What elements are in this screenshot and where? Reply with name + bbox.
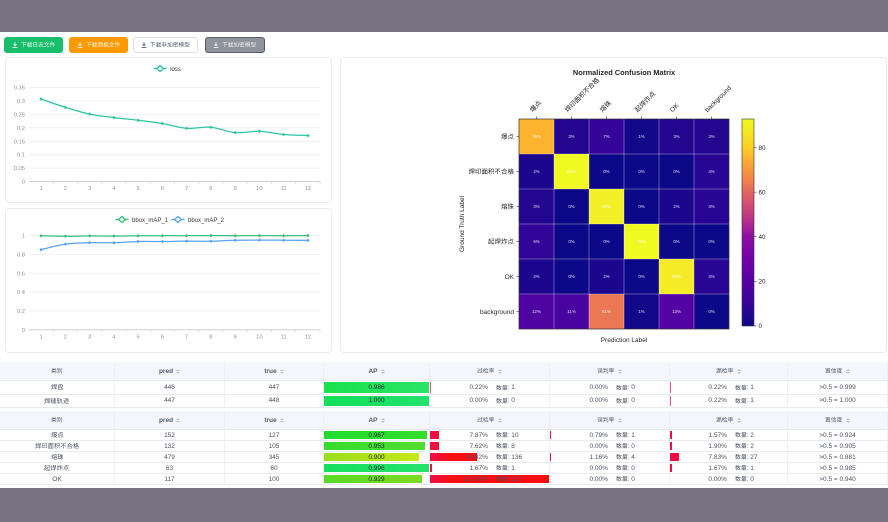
svg-text:0%: 0%: [673, 169, 679, 174]
svg-text:6: 6: [161, 334, 164, 340]
svg-text:1: 1: [40, 186, 43, 192]
svg-text:89%: 89%: [672, 274, 681, 279]
svg-text:7: 7: [185, 334, 188, 340]
svg-text:12%: 12%: [532, 309, 541, 314]
svg-text:bbox_mAP_2: bbox_mAP_2: [188, 218, 225, 224]
svg-text:6%: 6%: [533, 239, 539, 244]
svg-text:3%: 3%: [673, 134, 679, 139]
svg-text:4%: 4%: [708, 204, 714, 209]
svg-text:background: background: [480, 309, 514, 316]
svg-text:3: 3: [88, 334, 91, 340]
svg-text:60: 60: [759, 189, 767, 196]
svg-text:8: 8: [209, 186, 212, 192]
svg-text:0: 0: [22, 180, 25, 186]
svg-text:OK: OK: [505, 274, 515, 281]
svg-text:11: 11: [281, 334, 287, 340]
svg-text:6: 6: [161, 186, 164, 192]
svg-text:3%: 3%: [708, 134, 714, 139]
svg-text:7: 7: [185, 186, 188, 192]
svg-text:0.05: 0.05: [14, 166, 25, 172]
svg-text:0.3: 0.3: [17, 99, 25, 105]
svg-text:0%: 0%: [603, 239, 609, 244]
svg-text:3: 3: [88, 186, 91, 192]
svg-text:Normalized Confusion Matrix: Normalized Confusion Matrix: [573, 68, 676, 77]
svg-text:0%: 0%: [603, 169, 609, 174]
svg-text:8: 8: [209, 334, 212, 340]
svg-text:0%: 0%: [708, 239, 714, 244]
svg-text:9: 9: [234, 186, 237, 192]
svg-text:0%: 0%: [708, 309, 714, 314]
svg-text:2%: 2%: [533, 169, 539, 174]
svg-text:0.35: 0.35: [14, 86, 25, 92]
svg-text:11%: 11%: [567, 309, 576, 314]
svg-text:0.6: 0.6: [17, 271, 25, 277]
svg-text:Prediction Label: Prediction Label: [601, 337, 648, 344]
svg-text:loss: loss: [170, 67, 181, 73]
svg-text:2%: 2%: [603, 274, 609, 279]
svg-text:1: 1: [22, 234, 25, 240]
svg-text:92%: 92%: [567, 169, 576, 174]
svg-text:61%: 61%: [602, 309, 611, 314]
svg-text:10: 10: [256, 334, 262, 340]
svg-text:76%: 76%: [532, 134, 541, 139]
svg-text:background: background: [704, 85, 733, 114]
svg-text:4: 4: [112, 334, 116, 340]
svg-text:0.25: 0.25: [14, 112, 25, 118]
svg-text:2: 2: [64, 186, 67, 192]
svg-text:3%: 3%: [568, 134, 574, 139]
svg-text:0%: 0%: [638, 274, 644, 279]
svg-text:0%: 0%: [568, 204, 574, 209]
svg-text:20: 20: [759, 279, 767, 286]
svg-text:4%: 4%: [708, 274, 714, 279]
svg-text:9: 9: [234, 334, 237, 340]
svg-text:0%: 0%: [638, 169, 644, 174]
svg-text:1%: 1%: [638, 134, 644, 139]
svg-text:4: 4: [112, 186, 116, 192]
svg-text:12: 12: [305, 334, 311, 340]
svg-text:0: 0: [759, 323, 763, 330]
svg-text:7%: 7%: [603, 134, 609, 139]
svg-text:Ground Truth Label: Ground Truth Label: [459, 195, 466, 252]
svg-text:5: 5: [137, 334, 140, 340]
svg-text:10: 10: [256, 186, 262, 192]
svg-text:90%: 90%: [602, 204, 611, 209]
svg-text:1: 1: [40, 334, 43, 340]
svg-text:13%: 13%: [672, 309, 681, 314]
svg-text:0.15: 0.15: [14, 139, 25, 145]
svg-text:92%: 92%: [637, 239, 646, 244]
svg-text:0%: 0%: [568, 239, 574, 244]
svg-text:2%: 2%: [533, 274, 539, 279]
svg-text:0: 0: [22, 328, 25, 334]
svg-text:0%: 0%: [638, 204, 644, 209]
svg-text:80: 80: [759, 145, 767, 152]
svg-text:0.1: 0.1: [17, 153, 25, 159]
svg-text:0.2: 0.2: [17, 126, 25, 132]
svg-text:OK: OK: [669, 102, 681, 114]
svg-text:4%: 4%: [708, 169, 714, 174]
svg-text:bbox_mAP_1: bbox_mAP_1: [132, 218, 169, 224]
svg-text:12: 12: [305, 186, 311, 192]
svg-text:0.4: 0.4: [17, 290, 26, 296]
svg-text:40: 40: [759, 234, 767, 241]
svg-text:2%: 2%: [673, 204, 679, 209]
svg-text:2: 2: [64, 334, 67, 340]
svg-text:0%: 0%: [568, 274, 574, 279]
svg-text:3%: 3%: [533, 204, 539, 209]
svg-text:0.2: 0.2: [17, 309, 25, 315]
svg-text:5: 5: [137, 186, 140, 192]
svg-text:1%: 1%: [638, 309, 644, 314]
svg-text:0%: 0%: [673, 239, 679, 244]
svg-text:0.8: 0.8: [17, 252, 25, 258]
svg-text:11: 11: [281, 186, 287, 192]
